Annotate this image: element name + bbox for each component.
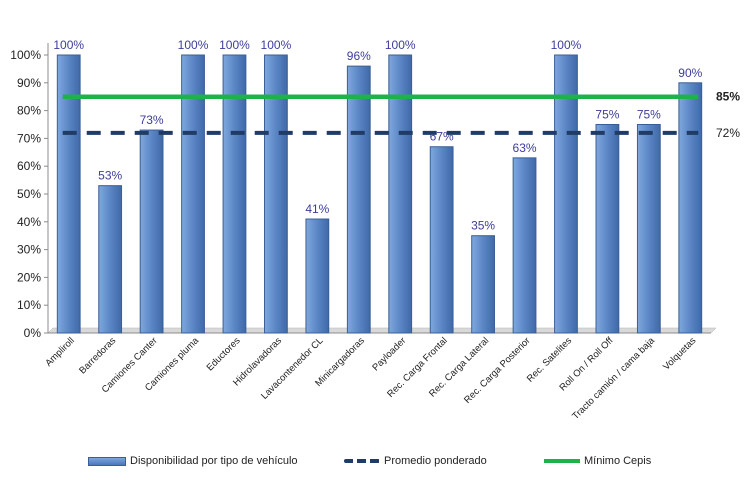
legend-item-minimum: Mínimo Cepis — [544, 455, 651, 467]
data-label: 53% — [98, 169, 122, 183]
bar — [678, 82, 703, 334]
x-tick-label: Eductores — [205, 335, 243, 373]
legend-label-average: Promedio ponderado — [384, 455, 487, 467]
x-tick-label: Barredoras — [77, 335, 118, 376]
data-label: 73% — [140, 113, 164, 127]
data-label: 41% — [305, 202, 329, 216]
bar — [595, 124, 620, 334]
legend-item-bars: Disponibilidad por tipo de vehículo — [88, 455, 298, 467]
y-tick-label: 80% — [17, 104, 41, 118]
bar — [429, 146, 454, 334]
data-label: 100% — [53, 38, 84, 52]
bar — [139, 129, 164, 334]
data-label: 75% — [637, 108, 661, 122]
y-tick-label: 0% — [24, 326, 42, 340]
y-tick-label: 30% — [17, 243, 41, 257]
y-tick-label: 90% — [17, 76, 41, 90]
y-tick-label: 70% — [17, 131, 41, 145]
legend-item-average: Promedio ponderado — [344, 455, 487, 467]
bar — [305, 218, 330, 334]
bar — [56, 54, 81, 334]
data-label: 100% — [219, 38, 250, 52]
bar — [264, 54, 288, 334]
data-label: 100% — [261, 38, 292, 52]
bar — [512, 157, 537, 334]
legend-swatch-bars — [88, 456, 126, 466]
bar — [181, 54, 205, 334]
y-tick-label: 60% — [17, 159, 41, 173]
x-tick-label: Volquetas — [661, 335, 698, 372]
data-label: 100% — [178, 38, 209, 52]
bar — [346, 65, 371, 334]
bar-chart: 0% 10% 20% 30% 40% 50% 60% 70% 80% 90% 100% 100% Amp… — [10, 38, 740, 422]
legend-label-bars: Disponibilidad por tipo de vehículo — [130, 455, 298, 467]
y-tick-label: 100% — [10, 48, 41, 62]
y-tick-label: 40% — [17, 215, 41, 229]
data-label: 35% — [471, 219, 495, 233]
minimum-line-label: 85% — [716, 90, 740, 104]
data-label: 75% — [595, 108, 619, 122]
y-tick-label: 10% — [17, 298, 41, 312]
data-label: 96% — [347, 49, 371, 63]
bar — [554, 54, 578, 334]
bar — [388, 54, 413, 334]
bar — [222, 54, 247, 334]
legend-swatch-average — [344, 459, 380, 463]
legend: Disponibilidad por tipo de vehículo Prom… — [0, 455, 744, 475]
data-label: 63% — [513, 141, 537, 155]
y-tick-label: 50% — [17, 187, 41, 201]
legend-swatch-minimum — [544, 459, 580, 463]
y-tick-label: 20% — [17, 270, 41, 284]
x-tick-label: Tracto camión / cama baja — [570, 335, 657, 422]
bar — [98, 185, 123, 334]
average-line-label: 72% — [716, 126, 740, 140]
data-label: 100% — [385, 38, 416, 52]
bar — [636, 124, 661, 334]
legend-label-minimum: Mínimo Cepis — [584, 455, 652, 467]
bar — [471, 235, 495, 334]
data-label: 90% — [678, 66, 702, 80]
x-tick-label: Ampliroll — [43, 335, 77, 369]
data-label: 100% — [551, 38, 582, 52]
x-tick-label: Payloader — [370, 335, 408, 373]
